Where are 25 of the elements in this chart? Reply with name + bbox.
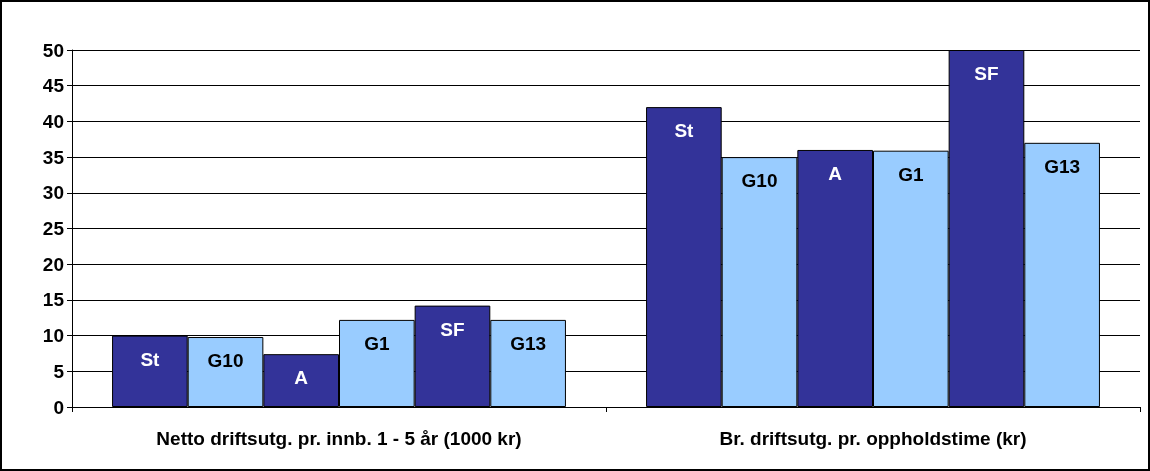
y-tick-label: 5: [53, 360, 65, 382]
text: G13: [1044, 155, 1081, 177]
series-label: St: [140, 348, 161, 370]
text: St: [674, 120, 694, 142]
y-tick-label: 25: [42, 218, 65, 239]
text: G1: [898, 163, 924, 185]
series-label: A: [294, 367, 309, 389]
x-tick-label: Br. driftsutg. pr. oppholdstime (kr): [719, 428, 1027, 449]
series-label: G13: [510, 332, 547, 354]
y-tick-label: 30: [42, 182, 64, 204]
y-tick-label: 40: [42, 110, 64, 132]
y-tick-label: 45: [42, 75, 65, 97]
y-tick-label: 20: [42, 253, 64, 275]
y-tick-label: 0: [53, 396, 64, 418]
text: A: [828, 162, 843, 184]
text: SF: [974, 63, 999, 84]
series-label: G1: [364, 332, 390, 354]
text: G10: [741, 170, 778, 192]
y-tick-label: 35: [42, 146, 65, 168]
series-label: G10: [207, 350, 244, 372]
y-tick-label: 50: [42, 39, 64, 61]
y-tick-label: 10: [42, 325, 64, 347]
y-tick-label: 15: [42, 289, 65, 311]
x-tick-label: Netto driftsutg. pr. innb. 1 - 5 år (1000 kr): [156, 428, 522, 449]
series-label: SF: [440, 318, 465, 340]
